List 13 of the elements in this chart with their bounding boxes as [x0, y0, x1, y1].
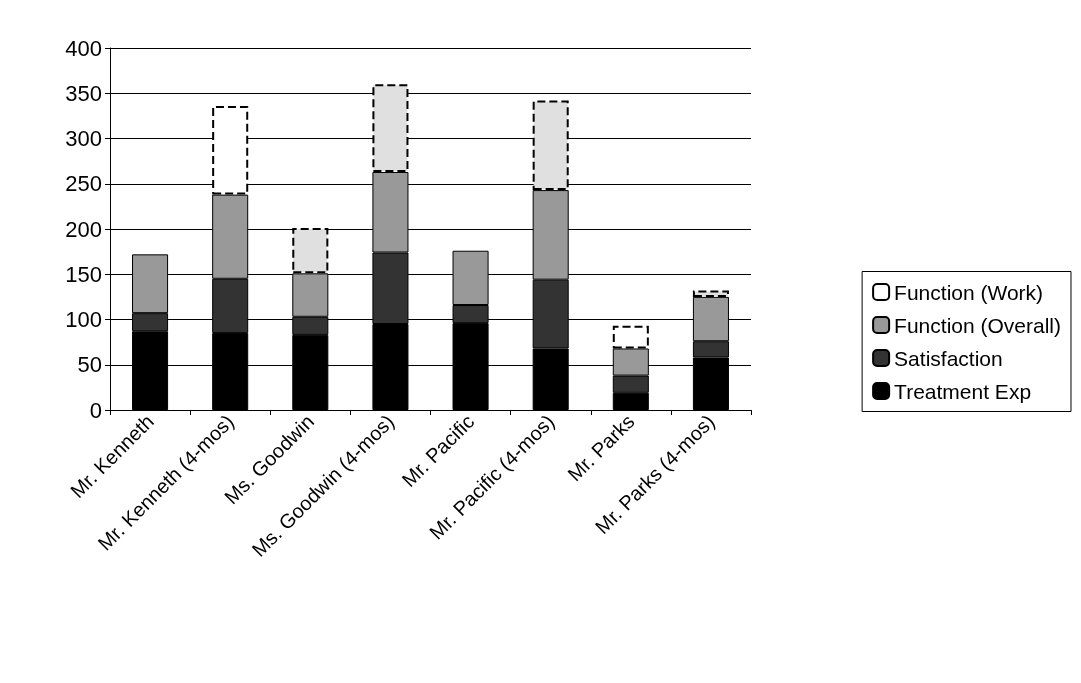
y-tick-label: 100 [65, 307, 102, 332]
y-tick-label: 50 [77, 352, 102, 378]
y-tick-label: 250 [65, 171, 102, 197]
legend-label: Treatment Exp [894, 379, 1032, 403]
legend-label: Function (Overall) [894, 313, 1062, 337]
legend-label: Satisfaction [894, 346, 1003, 370]
legend-label: Function (Work) [894, 280, 1044, 304]
y-tick-label: 300 [65, 126, 102, 151]
y-tick-label: 400 [65, 35, 102, 61]
y-tick-label: 350 [65, 80, 102, 106]
y-tick-label: 200 [65, 216, 102, 242]
y-tick-label: 0 [89, 397, 102, 423]
y-tick-label: 150 [65, 261, 102, 287]
